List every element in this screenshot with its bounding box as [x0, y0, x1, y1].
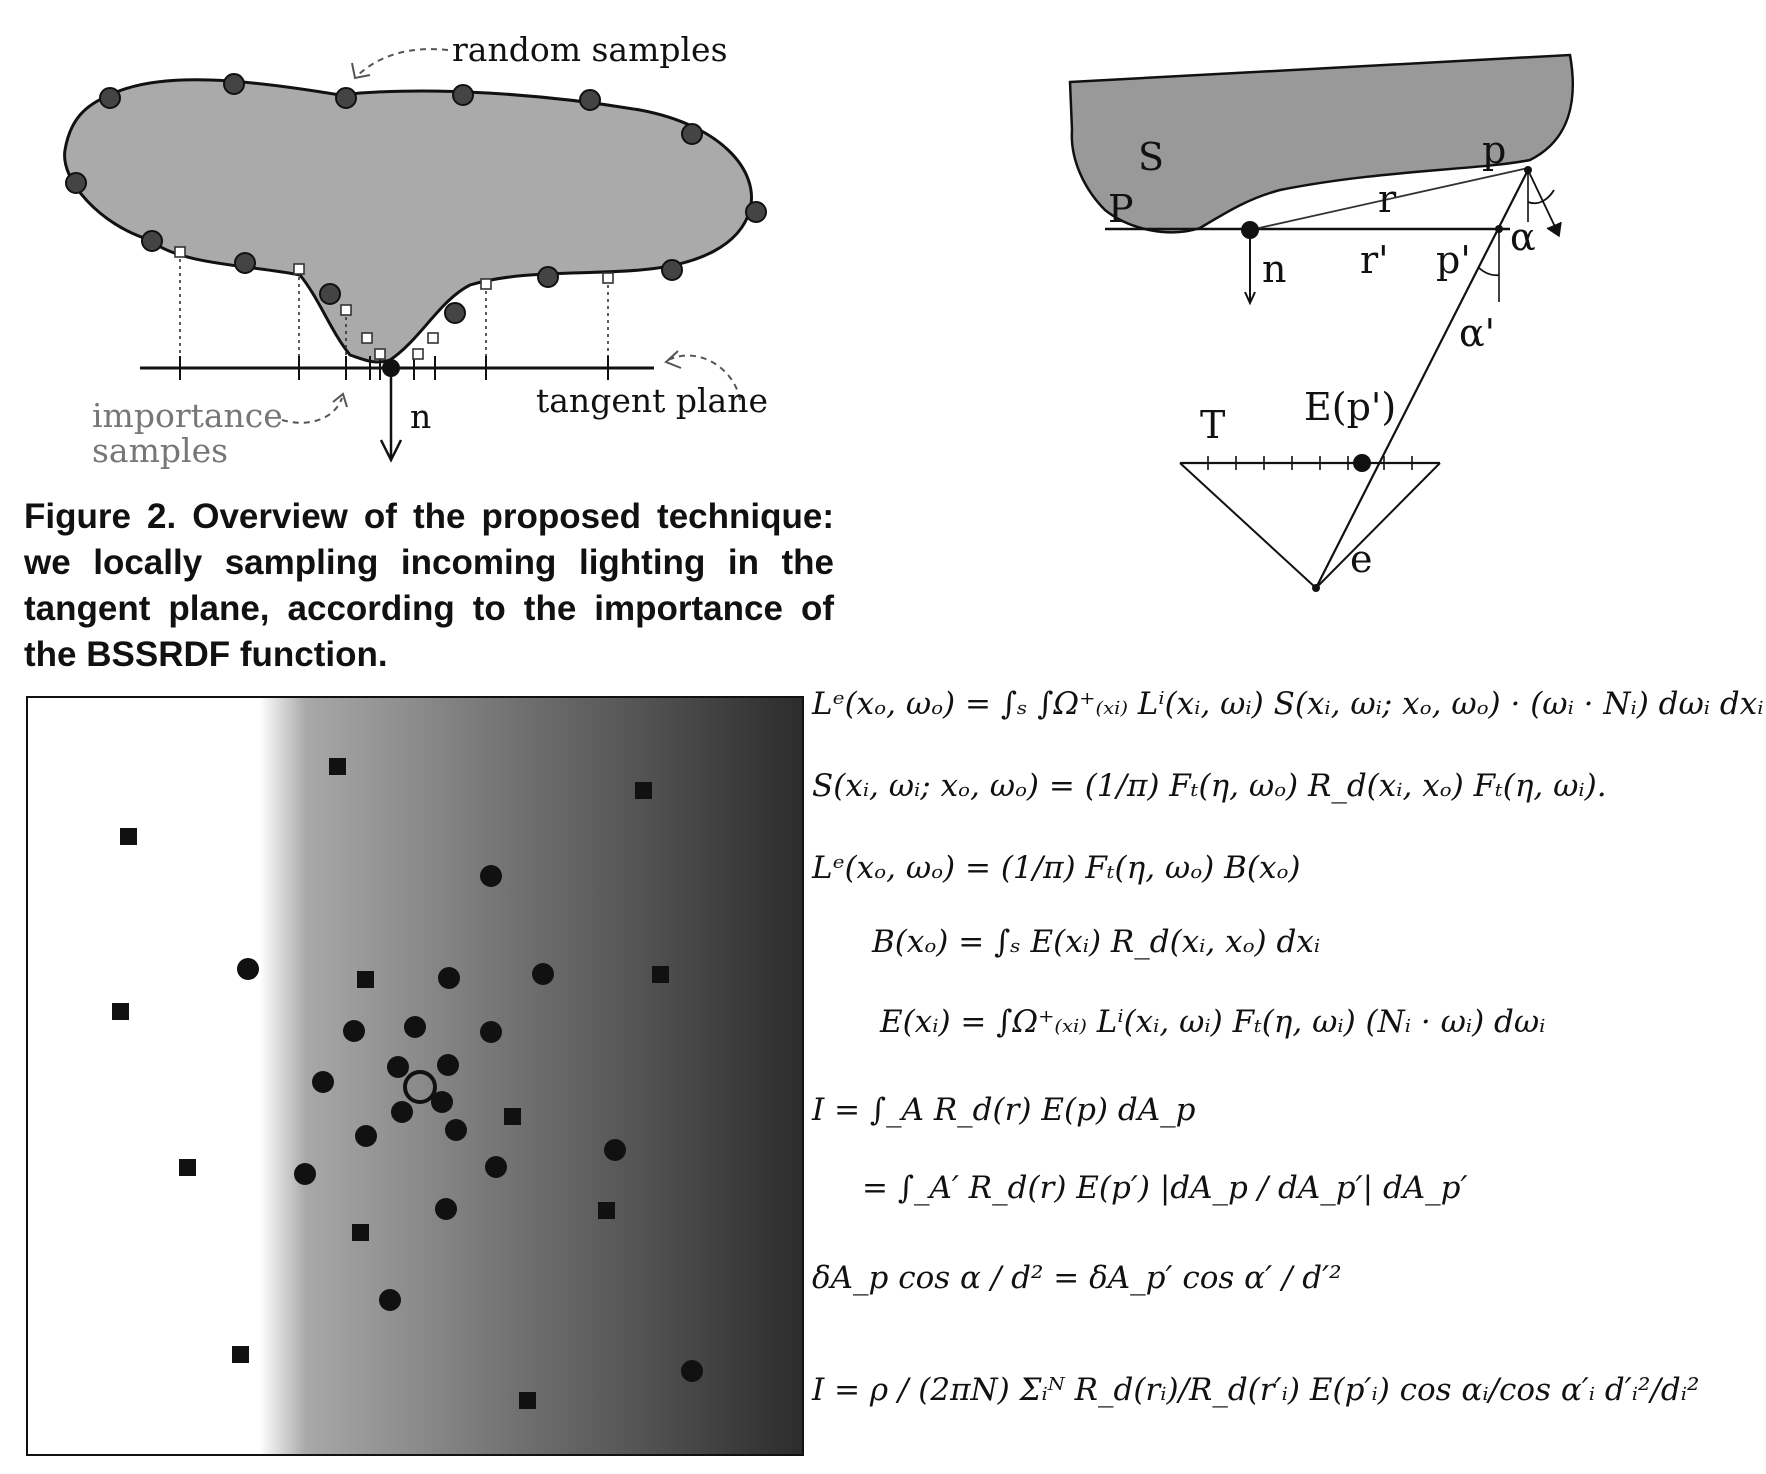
ray-p-e [1316, 170, 1528, 588]
point-p-prime [1495, 225, 1503, 233]
frustum-right [1316, 463, 1440, 588]
alpha-prime-arc [1479, 268, 1499, 275]
equation-7: = ∫_A′ R_d(r) E(p′) |dA_p / dA_p′| dA_p′ [862, 1170, 1468, 1206]
label-alpha: α [1510, 215, 1536, 259]
geometry-diagram: S p P r n r' p' α α' E(p') T e [1050, 40, 1766, 610]
random-samples-arrowhead [352, 63, 370, 78]
label-T: T [1200, 403, 1225, 447]
tangent-plane-label: tangent plane [536, 381, 768, 420]
figure-caption: Figure 2. Overview of the proposed techn… [24, 494, 834, 678]
label-n: n [1262, 247, 1286, 291]
random-samples-pointer [358, 49, 448, 75]
importance-label-line1: importance [92, 396, 283, 435]
equation-4: B(xₒ) = ∫ₛ E(xᵢ) R_d(xᵢ, xₒ) dxᵢ [872, 924, 1320, 960]
label-e: e [1350, 537, 1373, 581]
equation-1: Lᵉ(xₒ, ωₒ) = ∫ₛ ∫Ω⁺₍ₓᵢ₎ Lⁱ(xᵢ, ωᵢ) S(xᵢ,… [812, 686, 1763, 722]
normal-label: n [410, 397, 431, 436]
sample-distribution-figure [26, 696, 804, 1456]
label-p-prime: p' [1436, 238, 1471, 282]
gradient-background [27, 697, 803, 1455]
label-p: p [1482, 128, 1506, 172]
equation-9: I = ρ / (2πN) Σᵢᴺ R_d(rᵢ)/R_d(r′ᵢ) E(p′ᵢ… [812, 1372, 1699, 1408]
label-r: r [1378, 177, 1397, 221]
point-E [1353, 454, 1371, 472]
point-e [1312, 584, 1320, 592]
subsurface-blob [65, 80, 752, 362]
equation-8: δA_p cos α / d² = δA_p′ cos α′ / d′² [812, 1260, 1342, 1296]
equation-6: I = ∫_A R_d(r) E(p) dA_p [812, 1092, 1195, 1128]
importance-label-line2: samples [92, 431, 228, 470]
label-r-prime: r' [1360, 238, 1389, 282]
frustum-left [1180, 463, 1316, 588]
label-alpha-prime: α' [1459, 311, 1495, 355]
label-P: P [1108, 187, 1134, 231]
label-E-p-prime: E(p') [1304, 385, 1396, 429]
sampling-overview-figure: random samples tangent plane importance … [0, 0, 820, 480]
label-S: S [1138, 135, 1164, 179]
equation-3: Lᵉ(xₒ, ωₒ) = (1/π) Fₜ(η, ωₒ) B(xₒ) [812, 850, 1301, 886]
tangent-plane-arrowhead [666, 351, 681, 368]
equation-5: E(xᵢ) = ∫Ω⁺₍ₓᵢ₎ Lⁱ(xᵢ, ωᵢ) Fₜ(η, ωᵢ) (Nᵢ… [880, 1004, 1545, 1040]
point-p [1524, 166, 1532, 174]
random-samples-label: random samples [452, 30, 728, 69]
equation-2: S(xᵢ, ωᵢ; xₒ, ωₒ) = (1/π) Fₜ(η, ωₒ) R_d(… [812, 768, 1607, 804]
